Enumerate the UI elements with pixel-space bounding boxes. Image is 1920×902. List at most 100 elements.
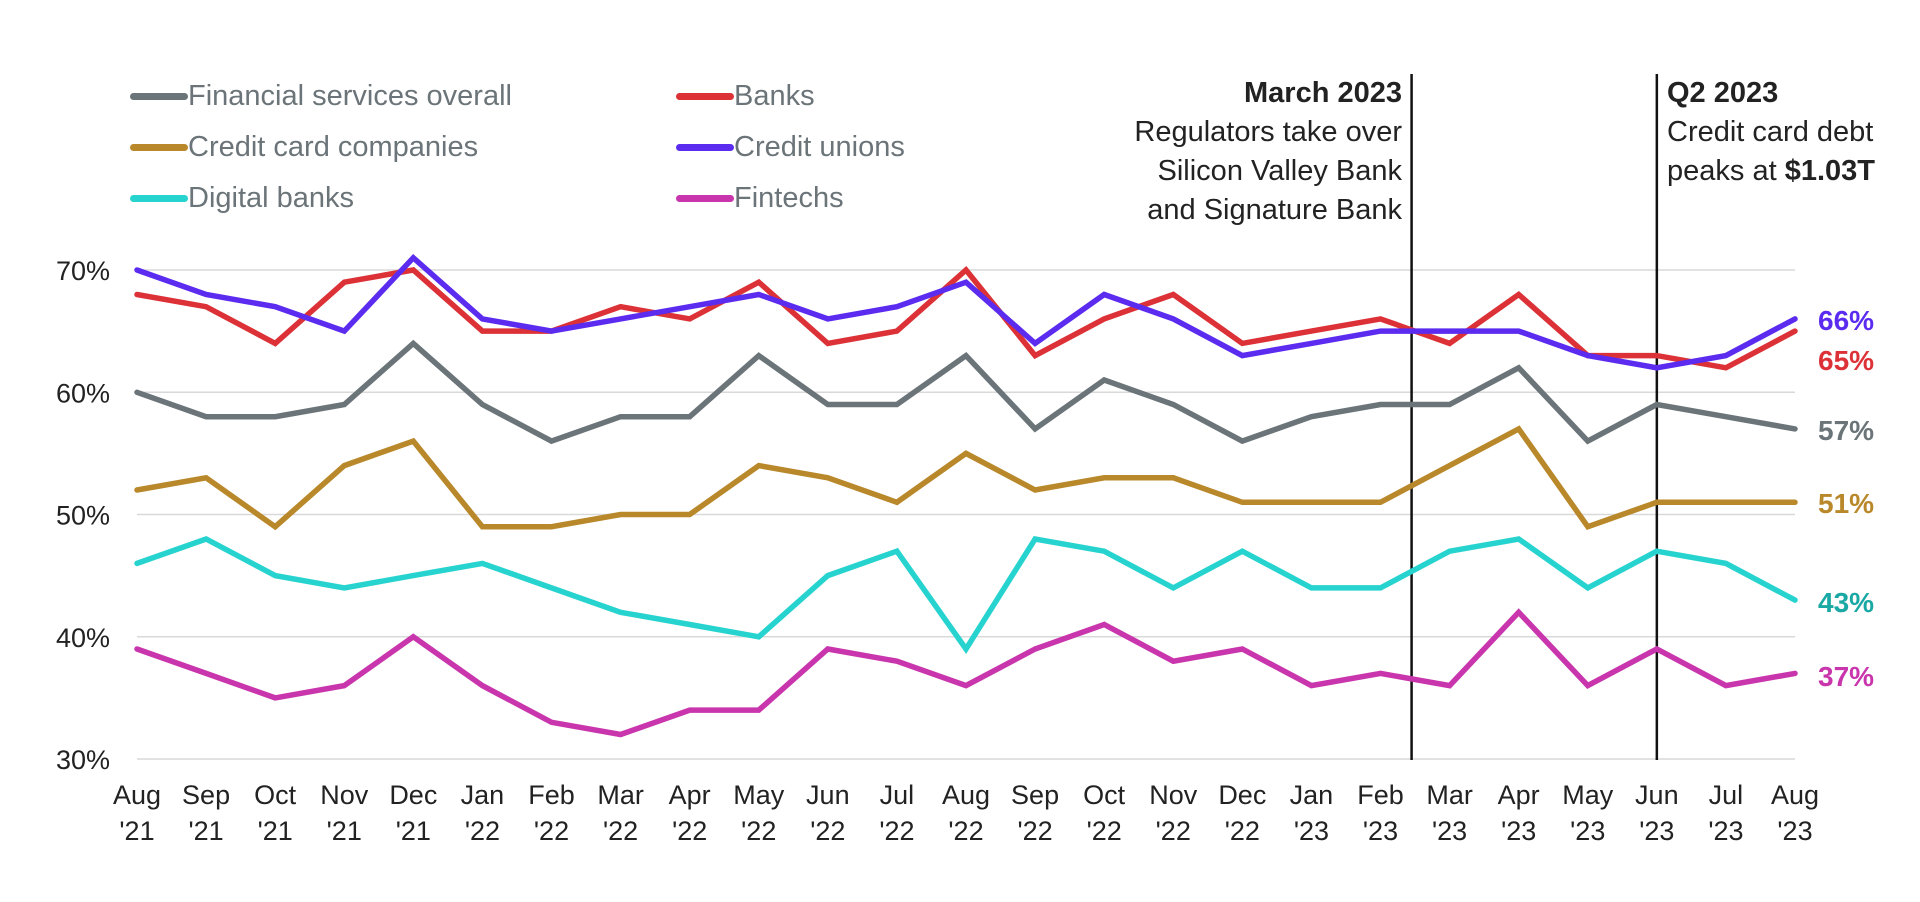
x-tick-month: May (1562, 780, 1614, 810)
x-tick-year: '21 (327, 816, 362, 846)
x-tick-year: '21 (396, 816, 431, 846)
x-tick-year: '22 (1087, 816, 1122, 846)
x-tick-month: Feb (528, 780, 575, 810)
legend-swatch (130, 194, 188, 202)
x-tick-year: '22 (465, 816, 500, 846)
x-tick-year: '23 (1432, 816, 1467, 846)
annotation-line: and Signature Bank (1147, 194, 1402, 226)
x-tick-year: '23 (1501, 816, 1536, 846)
x-tick-year: '22 (1225, 816, 1260, 846)
series-line (134, 339, 1798, 445)
legend-label: Credit card companies (188, 130, 479, 163)
x-tick-month: Sep (1011, 780, 1059, 810)
x-tick-month: Apr (1498, 780, 1540, 810)
x-tick-month: Oct (254, 780, 297, 810)
x-tick-month: Mar (1426, 780, 1473, 810)
x-tick-year: '22 (672, 816, 707, 846)
x-tick-month: May (733, 780, 785, 810)
x-tick-label: Nov '21 (320, 780, 369, 846)
legend-swatch (676, 194, 734, 202)
annotation-line-2: peaks at $1.03T (1667, 152, 1875, 191)
legend-item-credit-unions: Credit unions (676, 127, 905, 167)
annotation-lines (1410, 74, 1659, 760)
x-tick-year: '23 (1363, 816, 1398, 846)
x-tick-year: '22 (534, 816, 569, 846)
x-tick-month: Nov (320, 780, 369, 810)
x-tick-year: '22 (741, 816, 776, 846)
y-tick-label: 30% (56, 745, 110, 775)
legend-swatch (130, 143, 188, 151)
legend-swatch (676, 92, 734, 100)
x-tick-label: Nov '22 (1149, 780, 1198, 846)
x-tick-year: '21 (258, 816, 293, 846)
x-tick-month: Jan (1290, 780, 1334, 810)
x-tick-month: Jun (1635, 780, 1679, 810)
x-tick-year: '22 (1017, 816, 1052, 846)
x-tick-year: '21 (119, 816, 154, 846)
annotation-march-2023: March 2023 Regulators take over Silicon … (1134, 74, 1402, 230)
legend-swatch (676, 143, 734, 151)
legend-item-banks: Banks (676, 76, 815, 116)
annotation-line: Regulators take over (1134, 116, 1402, 148)
x-tick-label: May '22 (733, 780, 785, 846)
end-label: 51% (1818, 488, 1874, 519)
x-tick-month: Jun (806, 780, 850, 810)
x-tick-label: Aug '21 (113, 780, 161, 846)
x-tick-label: Sep '22 (1011, 780, 1059, 846)
x-tick-year: '23 (1777, 816, 1812, 846)
x-tick-label: Apr '22 (669, 780, 711, 846)
legend-label: Fintechs (734, 181, 844, 214)
legend-item-credit-card-companies: Credit card companies (130, 127, 478, 167)
series-lines (134, 253, 1798, 738)
x-tick-year: '23 (1570, 816, 1605, 846)
x-tick-label: Aug '23 (1771, 780, 1819, 846)
x-tick-label: Sep '21 (182, 780, 230, 846)
x-tick-year: '21 (188, 816, 223, 846)
y-tick-label: 40% (56, 623, 110, 653)
x-tick-month: Aug (942, 780, 990, 810)
x-tick-label: Aug '22 (942, 780, 990, 846)
series-line (134, 266, 1798, 371)
x-tick-month: Feb (1357, 780, 1404, 810)
legend-item-fintechs: Fintechs (676, 178, 844, 218)
end-label: 57% (1818, 415, 1874, 446)
x-tick-year: '22 (948, 816, 983, 846)
x-tick-year: '22 (603, 816, 638, 846)
x-tick-label: Jun '23 (1635, 780, 1679, 846)
x-tick-label: Jun '22 (806, 780, 850, 846)
y-tick-label: 50% (56, 501, 110, 531)
end-label: 37% (1818, 661, 1874, 692)
x-tick-label: Jan '22 (461, 780, 505, 846)
x-tick-label: Oct '21 (254, 780, 297, 846)
x-tick-year: '23 (1294, 816, 1329, 846)
series-line (134, 608, 1798, 738)
x-tick-month: Aug (1771, 780, 1819, 810)
legend-label: Financial services overall (188, 79, 512, 112)
y-tick-label: 60% (56, 378, 110, 408)
end-label: 66% (1818, 305, 1874, 336)
annotation-line: Silicon Valley Bank (1157, 155, 1402, 187)
series-line (134, 535, 1798, 654)
legend-swatch (130, 92, 188, 100)
x-tick-label: Apr '23 (1498, 780, 1540, 846)
legend-label: Credit unions (734, 130, 905, 163)
x-tick-month: Jan (461, 780, 505, 810)
series-line (134, 425, 1798, 531)
legend-label: Digital banks (188, 181, 355, 214)
annotation-text: peaks at (1667, 155, 1785, 187)
x-tick-month: Sep (182, 780, 230, 810)
x-tick-label: Mar '22 (597, 780, 644, 846)
legend-item-digital-banks: Digital banks (130, 178, 354, 218)
x-tick-label: Dec '22 (1218, 780, 1266, 846)
x-tick-label: May '23 (1562, 780, 1614, 846)
x-tick-month: Nov (1149, 780, 1198, 810)
x-tick-label: Feb '22 (528, 780, 575, 846)
end-label: 43% (1818, 587, 1874, 618)
x-tick-label: Jul '23 (1708, 780, 1743, 846)
x-tick-month: Jul (880, 780, 915, 810)
x-tick-year: '23 (1639, 816, 1674, 846)
y-axis: 30% 40% 50% 60% 70% (56, 256, 110, 775)
x-tick-month: Apr (669, 780, 711, 810)
annotation-emphasis: $1.03T (1784, 155, 1875, 187)
